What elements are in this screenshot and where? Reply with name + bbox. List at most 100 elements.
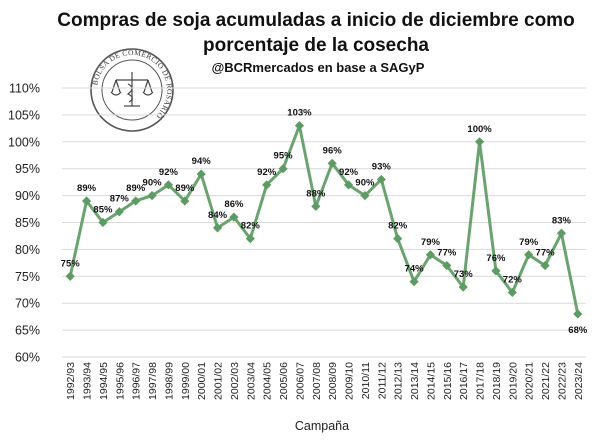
x-tick-label: 1994/95 [98, 362, 110, 400]
data-label: 68% [568, 325, 588, 336]
data-label: 89% [126, 183, 146, 194]
data-point [343, 180, 354, 190]
x-tick-label: 1999/00 [180, 362, 192, 400]
data-label: 93% [372, 161, 392, 172]
data-point [540, 260, 550, 271]
data-label: 83% [552, 215, 572, 226]
data-label: 103% [287, 108, 312, 119]
data-label: 77% [536, 248, 556, 259]
markers [65, 121, 583, 319]
x-tick-label: 2011/12 [376, 362, 388, 399]
data-point [458, 282, 468, 292]
data-point [327, 158, 337, 168]
x-tick-label: 2014/15 [425, 362, 437, 400]
x-tick-label: 2004/05 [262, 362, 274, 400]
data-point [556, 228, 567, 238]
x-tick-label: 2023/24 [573, 362, 585, 400]
x-tick-label: 1992/93 [65, 362, 77, 400]
x-tick-label: 2015/16 [442, 362, 454, 400]
x-tick-label: 2000/01 [196, 362, 208, 400]
x-tick-label: 2009/10 [344, 362, 356, 400]
x-tick-label: 2022/23 [556, 362, 568, 400]
data-point [524, 250, 534, 260]
y-tick-label: 75% [15, 270, 40, 284]
y-tick-label: 80% [15, 243, 40, 257]
y-axis: 60% 65% 70% 75% 80% 85% 90% 95% 100% 105% 110% [8, 82, 40, 365]
x-tick-label: 2007/08 [311, 362, 323, 400]
data-point [212, 223, 223, 233]
data-point [474, 137, 485, 147]
x-tick-label: 1996/97 [131, 362, 143, 400]
data-label: 100% [467, 124, 492, 135]
data-point [65, 271, 75, 281]
data-point [196, 169, 206, 179]
data-label: 73% [454, 269, 474, 280]
x-tick-label: 2003/04 [245, 362, 257, 400]
x-tick-label: 2018/19 [491, 362, 503, 400]
data-label: 90% [143, 178, 163, 189]
chart-subtitle: @BCRmercados en base a SAGyP [212, 60, 425, 75]
data-label: 94% [192, 156, 212, 167]
chart-title-line1: Compras de soja acumuladas a inicio de d… [57, 10, 574, 31]
data-point [442, 260, 452, 271]
data-label: 82% [388, 221, 408, 232]
y-tick-label: 110% [9, 82, 40, 96]
y-tick-label: 90% [15, 189, 40, 203]
data-point [81, 196, 92, 206]
data-label: 72% [503, 274, 523, 285]
data-label: 87% [110, 194, 130, 205]
y-tick-label: 105% [8, 108, 40, 122]
bcr-seal-logo: BOLSA DE COMERCIO DE ROSARIO [90, 48, 174, 132]
data-label: 86% [224, 199, 244, 210]
data-point [245, 234, 255, 244]
data-label: 92% [257, 167, 277, 178]
data-point [425, 250, 436, 260]
data-point [360, 191, 370, 201]
x-tick-label: 2016/17 [458, 362, 470, 400]
y-tick-label: 85% [15, 216, 40, 230]
data-label: 90% [355, 178, 375, 189]
data-point [229, 212, 239, 222]
x-tick-label: 2008/09 [327, 362, 339, 400]
data-label: 74% [405, 264, 425, 275]
y-tick-label: 70% [15, 297, 40, 311]
x-tick-label: 1995/96 [114, 362, 126, 400]
data-point [163, 180, 174, 190]
data-label: 92% [159, 167, 179, 178]
data-label: 79% [519, 237, 539, 248]
data-point [98, 217, 108, 228]
data-point [262, 180, 272, 190]
x-tick-label: 1993/94 [82, 362, 94, 400]
data-label: 84% [208, 210, 228, 221]
data-label: 92% [339, 167, 359, 178]
x-tick-label: 2001/02 [213, 362, 225, 400]
x-tick-label: 1997/98 [147, 362, 159, 400]
data-point [409, 277, 419, 287]
x-tick-label: 2012/13 [393, 362, 405, 400]
x-tick-label: 2010/11 [360, 362, 372, 399]
data-label: 79% [421, 237, 441, 248]
x-tick-label: 2020/21 [524, 362, 536, 400]
x-axis: 1992/93 1993/94 1994/95 1995/96 1996/97 1997/… [65, 362, 585, 400]
x-axis-label: Campaña [295, 419, 349, 433]
data-label: 82% [241, 221, 261, 232]
y-tick-label: 95% [15, 162, 40, 176]
data-labels: 75%89%85%87%89%90%92%89%94%84%86%82%92%9… [61, 108, 588, 336]
data-point [278, 164, 288, 174]
scales-icon [110, 72, 154, 107]
chart-title-line2: porcentaje de la cosecha [203, 35, 429, 56]
data-point [114, 207, 124, 217]
data-point [393, 234, 403, 244]
y-tick-label: 100% [8, 135, 40, 149]
x-tick-label: 1998/99 [163, 362, 175, 400]
data-label: 75% [61, 258, 81, 269]
data-point [491, 266, 501, 276]
data-label: 95% [274, 151, 294, 162]
data-label: 76% [486, 253, 506, 264]
data-point [180, 196, 190, 206]
data-label: 85% [93, 205, 113, 216]
data-point [507, 287, 517, 298]
data-label: 89% [77, 183, 97, 194]
x-tick-label: 2006/07 [294, 362, 306, 400]
